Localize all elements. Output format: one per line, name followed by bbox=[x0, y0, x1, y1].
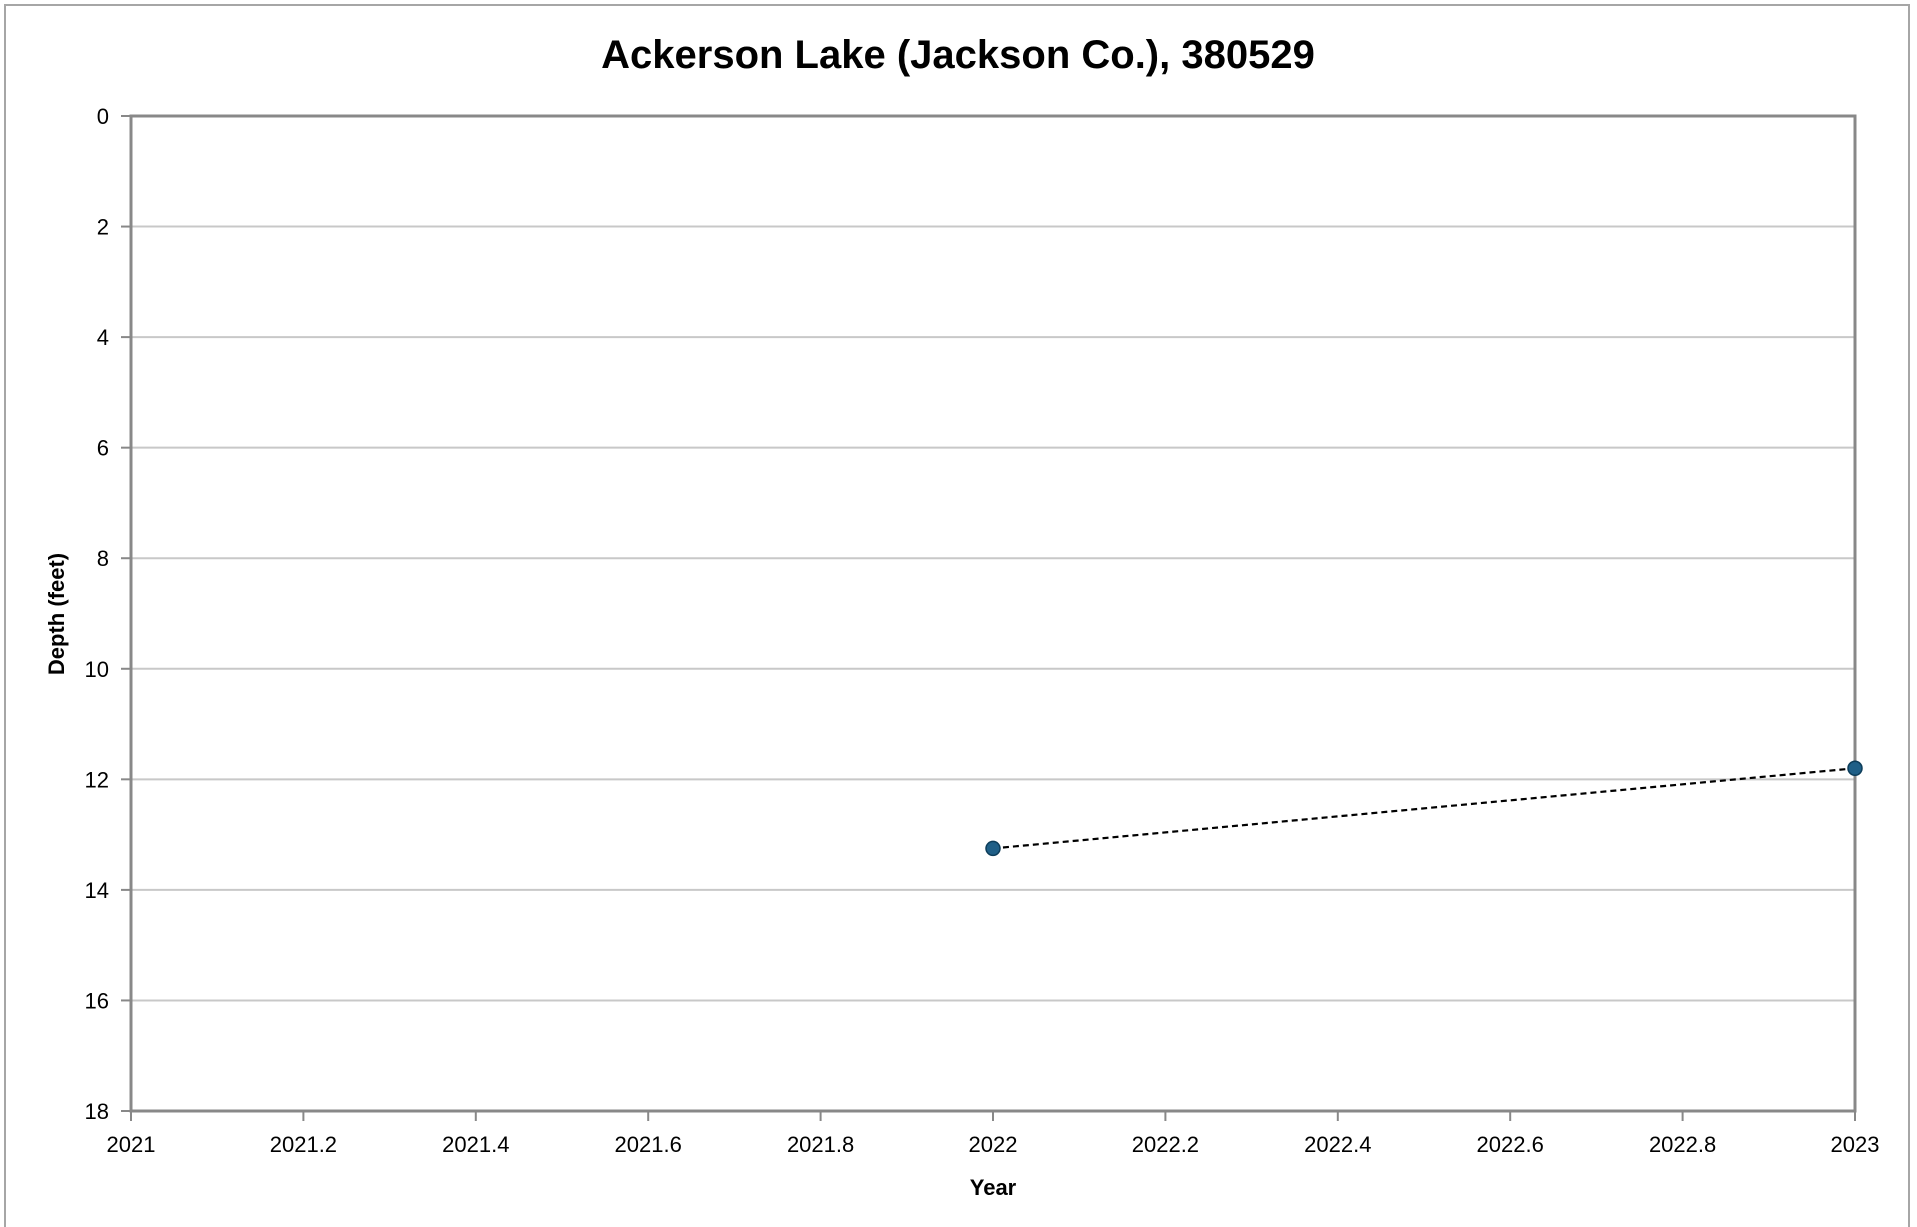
x-tick-label: 2021 bbox=[107, 1132, 156, 1157]
series bbox=[985, 760, 1863, 857]
gridlines bbox=[131, 225, 1855, 1002]
y-tick-label: 6 bbox=[97, 436, 109, 461]
x-tick-label: 2022 bbox=[969, 1132, 1018, 1157]
chart-frame bbox=[4, 4, 1910, 1227]
y-tick-label: 18 bbox=[85, 1099, 109, 1124]
x-axis-title: Year bbox=[970, 1175, 1017, 1200]
y-tick-label: 10 bbox=[85, 657, 109, 682]
y-tick-label: 14 bbox=[85, 878, 109, 903]
x-tick-label: 2022.4 bbox=[1304, 1132, 1371, 1157]
y-tick-label: 12 bbox=[85, 767, 109, 792]
x-tick-label: 2022.2 bbox=[1132, 1132, 1199, 1157]
data-point bbox=[1847, 760, 1863, 777]
x-tick-label: 2022.8 bbox=[1649, 1132, 1716, 1157]
y-tick-label: 0 bbox=[97, 104, 109, 129]
y-tick-labels: 0 2 4 6 8 10 12 14 16 18 bbox=[85, 104, 109, 1124]
x-tick-label: 2023 bbox=[1831, 1132, 1880, 1157]
x-tick-label: 2022.6 bbox=[1477, 1132, 1544, 1157]
x-tick-label: 2021.2 bbox=[270, 1132, 337, 1157]
y-tick-label: 4 bbox=[97, 325, 109, 350]
y-axis-title: Depth (feet) bbox=[44, 553, 69, 675]
y-tick-label: 16 bbox=[85, 988, 109, 1013]
x-tick-label: 2021.8 bbox=[787, 1132, 854, 1157]
data-point bbox=[985, 840, 1001, 857]
y-tick-label: 2 bbox=[97, 215, 109, 240]
x-tick-labels: 2021 2021.2 2021.4 2021.6 2021.8 2022 2022.2 20… bbox=[107, 1132, 1880, 1157]
axes bbox=[121, 114, 1857, 1121]
chart-title: Ackerson Lake (Jackson Co.), 380529 bbox=[601, 33, 1315, 77]
trendline-segment bbox=[992, 767, 1856, 850]
plot-area-border bbox=[129, 114, 1857, 1113]
x-tick-label: 2021.6 bbox=[615, 1132, 682, 1157]
y-tick-label: 8 bbox=[97, 546, 109, 571]
x-tick-label: 2021.4 bbox=[442, 1132, 509, 1157]
